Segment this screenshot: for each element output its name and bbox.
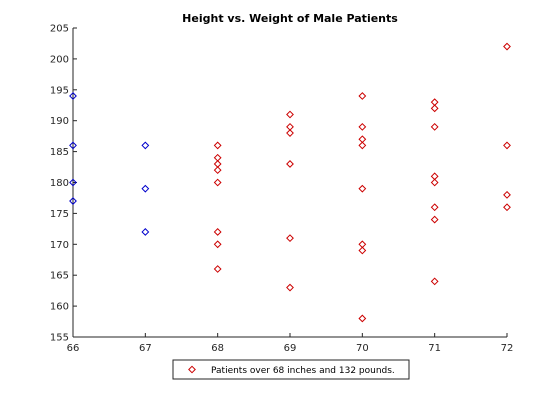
y-tick-label: 175 (50, 209, 69, 220)
y-tick-label: 170 (50, 240, 69, 251)
legend: Patients over 68 inches and 132 pounds. (172, 359, 410, 380)
y-tick-label: 190 (50, 116, 69, 127)
scatter-point-red (430, 203, 439, 212)
x-tick-label: 68 (211, 343, 224, 354)
scatter-point-blue (141, 228, 150, 236)
x-tick-label: 67 (139, 343, 152, 354)
scatter-point-red (286, 283, 294, 292)
scatter-point-red (430, 104, 439, 113)
x-tick-label: 66 (67, 343, 80, 354)
scatter-point-red (213, 141, 222, 150)
y-tick-label: 185 (50, 147, 69, 158)
scatter-point-red (430, 122, 439, 131)
scatter-point-red (503, 190, 511, 199)
scatter-point-red (213, 160, 222, 168)
y-tick-label: 155 (50, 333, 69, 344)
y-tick-label: 180 (50, 178, 69, 189)
scatter-point-red (286, 110, 294, 119)
scatter-point-red (213, 240, 222, 249)
x-tick-label: 70 (356, 343, 369, 354)
data-marks (69, 42, 511, 323)
scatter-point-red (358, 240, 367, 249)
scatter-point-red (503, 203, 511, 212)
scatter-point-red (213, 153, 222, 162)
y-tick-label: 165 (50, 271, 69, 282)
y-tick-label: 195 (50, 85, 69, 96)
scatter-point-red (503, 42, 511, 51)
scatter-point-red (213, 166, 222, 175)
scatter-point-red (358, 135, 367, 144)
scatter-point-red (358, 246, 367, 255)
scatter-point-red (430, 172, 439, 181)
legend-label: Patients over 68 inches and 132 pounds. (211, 366, 395, 376)
scatter-point-blue (69, 92, 77, 100)
x-tick-label: 71 (428, 343, 441, 354)
axes: 66 67 68 69 70 71 72 155 160 165 170 175 180 185 190 19… (50, 24, 513, 355)
scatter-point-red (286, 160, 294, 168)
scatter-point-blue (69, 178, 77, 187)
chart-title: Height vs. Weight of Male Patients (182, 12, 398, 25)
scatter-point-blue (141, 184, 150, 193)
scatter-point-red (213, 228, 222, 236)
scatter-point-red (286, 129, 294, 137)
scatter-point-red (430, 98, 439, 107)
x-tick-label: 72 (501, 343, 514, 354)
legend-marker (188, 365, 196, 374)
scatter-point-blue (141, 141, 150, 150)
y-tick-label: 205 (50, 24, 69, 35)
x-tick-label: 69 (284, 343, 297, 354)
scatter-point-red (430, 277, 439, 286)
scatter-point-red (213, 178, 222, 187)
scatter-point-blue (69, 141, 77, 150)
scatter-point-red (503, 141, 511, 150)
scatter-point-red (358, 314, 367, 323)
scatter-point-red (358, 92, 367, 100)
y-tick-label: 160 (50, 302, 69, 313)
scatter-point-red (358, 141, 367, 150)
scatter-point-red (286, 122, 294, 131)
scatter-point-red (358, 122, 367, 131)
scatter-point-red (286, 234, 294, 243)
scatter-point-red (213, 265, 222, 273)
scatter-point-red (430, 215, 439, 224)
legend-box (172, 359, 410, 380)
scatter-point-red (358, 184, 367, 193)
scatter-point-red (430, 178, 439, 187)
scatter-point-blue (69, 197, 77, 205)
y-tick-label: 200 (50, 54, 69, 65)
